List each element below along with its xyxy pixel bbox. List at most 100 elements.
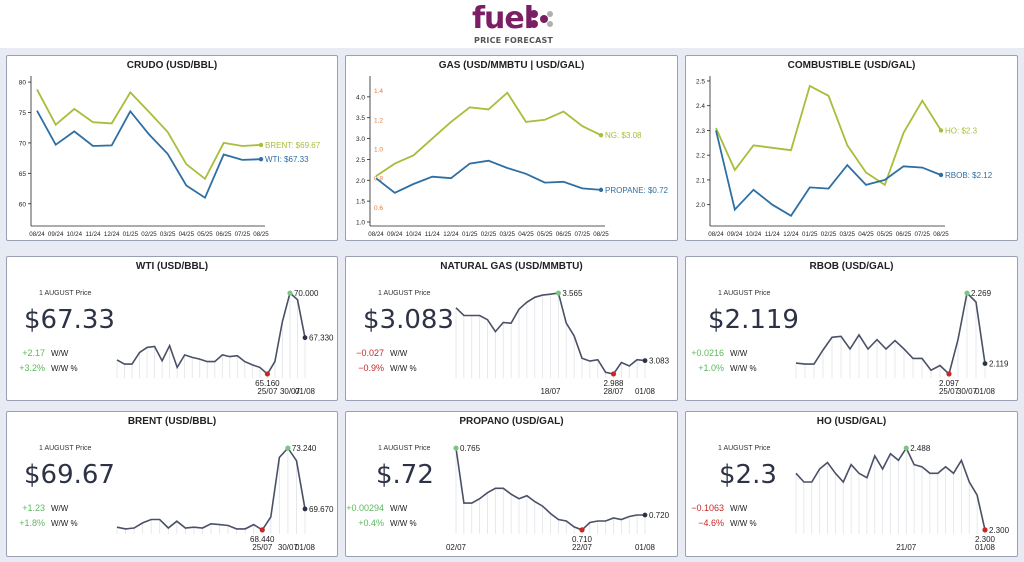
series-end-label: BRENT: $69.67	[265, 141, 321, 150]
x-tick-label: 10/24	[406, 231, 422, 238]
x-tick-label: 06/25	[896, 231, 912, 238]
x-date-label: 25/07	[939, 387, 960, 396]
current-price: $69.67	[24, 460, 115, 490]
min-point	[946, 371, 952, 377]
current-price: $.72	[376, 460, 434, 490]
weekly-change-percent-unit: W/W %	[51, 364, 78, 373]
max-point	[903, 445, 909, 451]
x-tick-label: 03/25	[500, 231, 516, 238]
x-tick-label: 01/25	[123, 231, 139, 238]
x-date-label: 01/08	[975, 387, 996, 396]
y-tick-label: 80	[19, 80, 27, 87]
last-label: 67.330	[309, 334, 334, 343]
min-point	[610, 371, 617, 377]
card-title: NATURAL GAS (USD/MMBTU)	[440, 261, 583, 272]
weekly-change-value: −0.027	[356, 348, 384, 358]
y-tick-label: 60	[19, 201, 27, 208]
x-tick-label: 07/25	[235, 231, 251, 238]
x-date-label: 21/07	[896, 543, 917, 552]
x-tick-label: 11/24	[425, 231, 441, 238]
header: fuel PRICE FORECAST	[0, 0, 1024, 48]
x-tick-label: 10/24	[746, 231, 762, 238]
y-tick-label: 3.5	[356, 115, 365, 122]
weekly-change-unit: W/W	[730, 504, 748, 513]
card-title: HO (USD/GAL)	[816, 416, 887, 427]
y-tick-label: 70	[19, 140, 27, 147]
y-tick-label: 75	[19, 110, 27, 117]
x-tick-label: 12/24	[783, 231, 799, 238]
weekly-change-value: +1.23	[22, 503, 45, 513]
weekly-change-percent: +1.8% W/W %	[7, 518, 78, 528]
last-label: 3.083	[649, 357, 670, 366]
weekly-change-percent-value: +3.2%	[19, 363, 45, 373]
weekly-change-unit: W/W	[51, 349, 69, 358]
x-date-label: 18/07	[540, 387, 561, 396]
x-tick-label: 03/25	[160, 231, 176, 238]
last-point	[982, 361, 988, 367]
x-tick-label: 12/24	[104, 231, 120, 238]
min-point	[579, 527, 585, 533]
current-price: $2.3	[719, 460, 777, 490]
x-date-label: 30/07	[957, 387, 978, 396]
y-tick-label: 1.0	[356, 220, 365, 227]
max-label: 73.240	[292, 444, 317, 453]
weekly-change-percent: −0.9% W/W %	[346, 363, 417, 373]
series-end-label: NG: $3.08	[605, 131, 642, 140]
weekly-change: +0.00294 W/W	[346, 503, 407, 513]
weekly-change-percent-value: −0.9%	[358, 363, 384, 373]
x-date-label: 01/08	[635, 543, 656, 552]
weekly-change-percent: +0.4% W/W %	[346, 518, 416, 528]
min-label: 2.097	[939, 379, 960, 388]
x-date-label: 28/07	[603, 387, 624, 396]
x-tick-label: 01/25	[462, 231, 478, 238]
x-tick-label: 06/25	[216, 231, 232, 238]
min-label: 65.160	[255, 379, 280, 388]
current-price: $3.083	[363, 305, 454, 335]
price-date-label: 1 AUGUST Price	[39, 290, 92, 297]
x-tick-label: 04/25	[858, 231, 874, 238]
x-date-label: 22/07	[572, 543, 593, 552]
wti-card: WTI (USD/BBL) 1 AUGUST Price $67.33 +2.1…	[6, 256, 338, 401]
x-tick-label: 04/25	[179, 231, 195, 238]
series-line-propane	[375, 159, 602, 194]
min-point	[264, 371, 270, 377]
y-tick-label: 3.0	[356, 136, 365, 143]
min-label: 2.988	[603, 379, 624, 388]
max-label: 0.765	[460, 444, 481, 453]
y-tick-label: 1.5	[356, 199, 365, 206]
x-tick-label: 09/24	[48, 231, 64, 238]
max-label: 2.269	[971, 289, 992, 298]
weekly-change-value: −0.1063	[691, 503, 724, 513]
x-date-label: 30/07	[278, 543, 299, 552]
series-end-label: PROPANE: $0.72	[605, 186, 669, 195]
weekly-change-value: +0.0216	[691, 348, 724, 358]
weekly-change-percent-unit: W/W %	[390, 364, 417, 373]
max-label: 3.565	[562, 289, 583, 298]
y-tick-label: 2.3	[696, 128, 705, 135]
card-title: WTI (USD/BBL)	[135, 261, 209, 272]
series-end-point	[598, 187, 604, 193]
weekly-change-percent-unit: W/W %	[51, 519, 78, 528]
card-title: PROPANO (USD/GAL)	[459, 416, 564, 427]
weekly-change: +1.23 W/W	[7, 503, 68, 513]
x-date-label: 01/08	[635, 387, 656, 396]
x-tick-label: 02/25	[821, 231, 837, 238]
min-label: 68.440	[250, 535, 275, 544]
x-tick-label: 08/25	[933, 231, 949, 238]
panel-title: GAS (USD/MMBTU | USD/GAL)	[438, 60, 585, 71]
weekly-change: +2.17 W/W	[7, 348, 68, 358]
weekly-change-percent: +1.0% W/W %	[686, 363, 756, 373]
max-label: 2.488	[910, 444, 931, 453]
fuel-overview-chart: 2.0 2.1 2.2 2.3 2.4 2.5 08/24 09/24 10/24 11/24 12…	[696, 76, 993, 238]
x-tick-label: 03/25	[840, 231, 856, 238]
weekly-change: −0.027 W/W	[346, 348, 407, 358]
panel-title: CRUDO (USD/BBL)	[126, 60, 218, 71]
weekly-change-unit: W/W	[390, 504, 408, 513]
max-point	[453, 445, 459, 451]
price-date-label: 1 AUGUST Price	[718, 290, 771, 297]
y2-tick-label: 0.6	[374, 205, 383, 212]
x-tick-label: 06/25	[556, 231, 572, 238]
sparkline	[116, 446, 306, 531]
